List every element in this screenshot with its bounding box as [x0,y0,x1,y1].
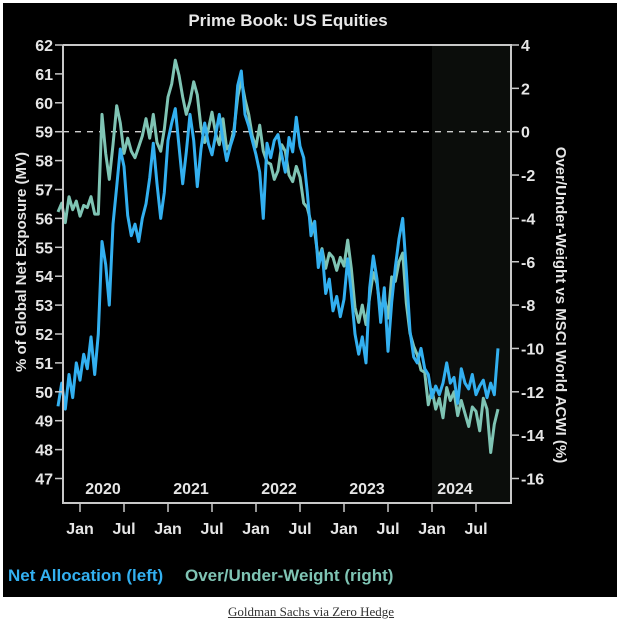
source-caption[interactable]: Goldman Sachs via Zero Hedge [227,604,395,619]
left-tick-label: 55 [35,240,53,257]
right-tick-label: 4 [521,38,530,55]
right-tick-label: -8 [521,298,535,315]
x-year-label: 2021 [173,481,209,498]
plot-frame [62,44,512,504]
x-tick-label: Jan [418,521,446,538]
x-tick-label: Jul [288,521,311,538]
x-year-label: 2023 [349,481,385,498]
x-tick-label: Jan [66,521,94,538]
y-axis-label-right: Over/Under-Weight vs MSCI World ACWI (%) [552,147,569,463]
left-tick-label: 49 [35,414,53,431]
left-tick-label: 61 [35,67,53,84]
x-tick-label: Jul [112,521,135,538]
x-tick-label: Jul [200,521,223,538]
series-line-over-under-weight [56,58,500,454]
left-tick-label: 56 [35,211,53,228]
x-tick-label: Jul [376,521,399,538]
x-year-label: 2024 [437,481,473,498]
right-tick-label: -12 [521,385,544,402]
left-tick-label: 54 [35,269,53,286]
right-tick-label: -2 [521,168,535,185]
left-tick-label: 58 [35,154,53,171]
left-tick-label: 60 [35,96,53,113]
right-tick-label: 2 [521,81,530,98]
right-tick-label: -6 [521,255,535,272]
x-tick-label: Jul [464,521,487,538]
chart-panel [3,3,617,597]
right-tick-label: -14 [521,428,544,445]
left-tick-label: 57 [35,183,53,200]
shaded-region-2024 [432,45,511,503]
legend-net-allocation: Net Allocation (left) [8,566,163,585]
x-year-label: 2022 [261,481,297,498]
right-tick-label: -10 [521,341,544,358]
x-tick-label: Jan [154,521,182,538]
left-tick-label: 51 [35,356,53,373]
right-tick-label: -4 [521,211,535,228]
left-tick-label: 62 [35,38,53,55]
chart: Prime Book: US Equities 47 48 49 50 51 52 53 54… [8,11,569,585]
chart-title: Prime Book: US Equities [188,11,387,30]
right-tick-label: -16 [521,472,544,489]
y-axis-label-left: % of Global Net Exposure (MV) [13,152,30,372]
right-tick-label: 0 [521,125,530,142]
left-tick-label: 53 [35,298,53,315]
x-tick-label: Jan [330,521,358,538]
legend-over-under-weight: Over/Under-Weight (right) [185,566,393,585]
series-line-net-allocation [56,69,500,411]
left-tick-label: 59 [35,125,53,142]
x-tick-label: Jan [242,521,270,538]
left-tick-label: 50 [35,385,53,402]
left-tick-label: 48 [35,443,53,460]
left-tick-label: 52 [35,327,53,344]
x-year-label: 2020 [85,481,121,498]
left-tick-label: 47 [35,472,53,489]
